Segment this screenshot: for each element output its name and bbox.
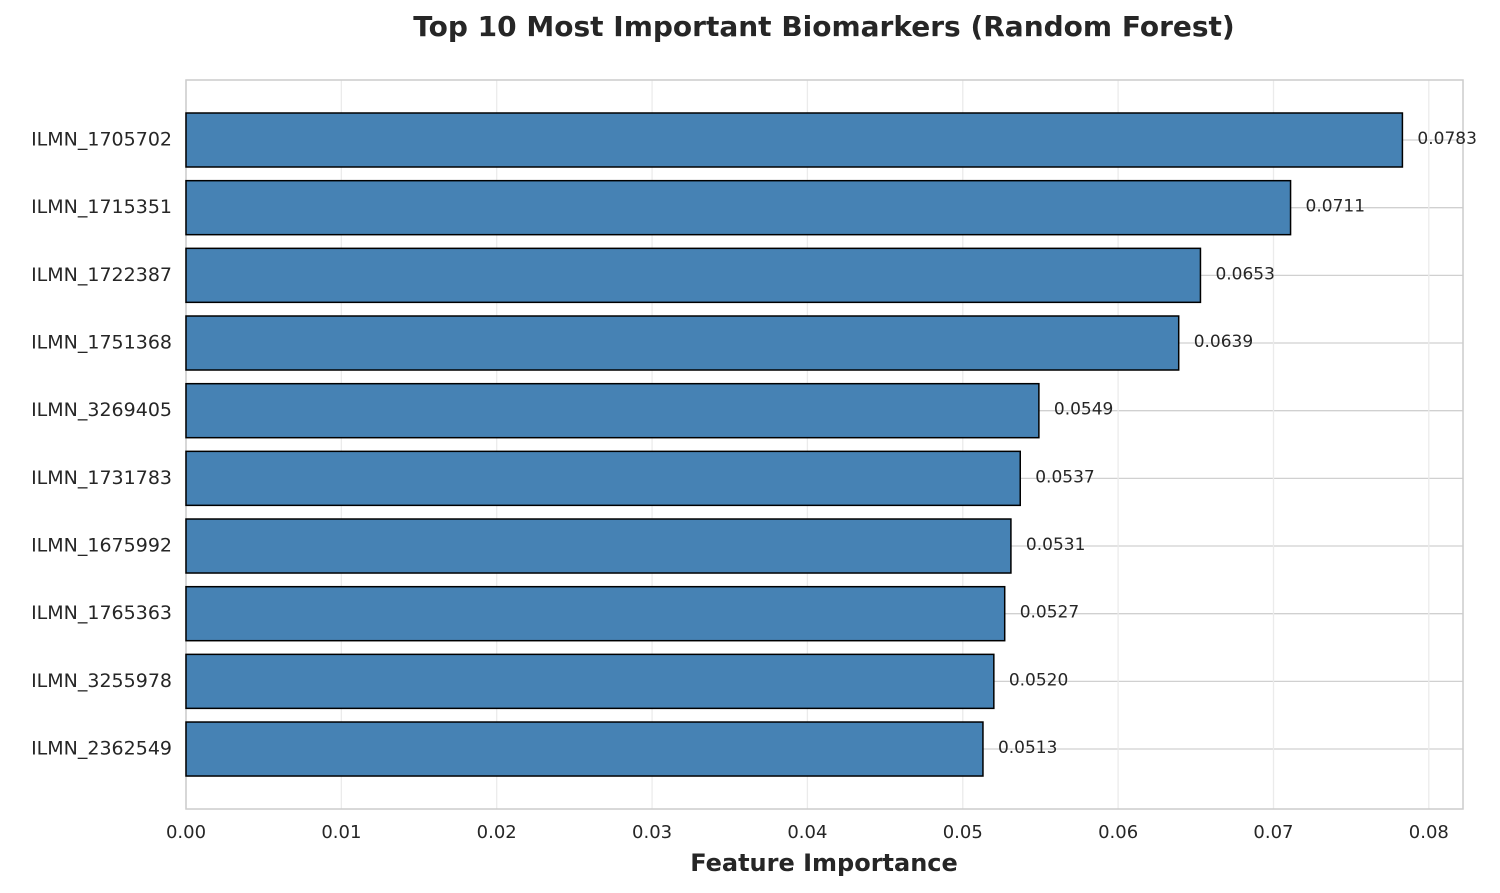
bar: [185, 450, 1021, 507]
value-label: 0.0513: [998, 738, 1057, 758]
x-tick-label: 0.02: [477, 822, 517, 843]
y-tick-label: ILMN_1715351: [31, 196, 172, 218]
value-label: 0.0520: [1009, 670, 1068, 690]
y-tick-label: ILMN_1675992: [31, 535, 172, 557]
y-tick-label: ILMN_1705702: [31, 129, 172, 151]
x-tick-label: 0.06: [1098, 822, 1138, 843]
y-tick-label: ILMN_3255978: [31, 670, 172, 692]
value-label: 0.0549: [1054, 400, 1113, 420]
x-axis-label: Feature Importance: [690, 849, 958, 877]
x-tick-label: 0.08: [1409, 822, 1449, 843]
x-tick-label: 0.07: [1253, 822, 1293, 843]
y-tick-label: ILMN_2362549: [31, 738, 172, 760]
y-tick-label: ILMN_1765363: [31, 602, 172, 624]
bar: [185, 721, 984, 777]
bar: [185, 585, 1006, 642]
y-tick-label: ILMN_1722387: [31, 264, 172, 286]
x-tick-label: 0.05: [943, 822, 983, 843]
plot-frame: [185, 79, 1464, 810]
value-label: 0.0537: [1035, 467, 1094, 487]
bar: [185, 653, 995, 710]
y-tick-label: ILMN_1751368: [31, 332, 172, 354]
value-label: 0.0783: [1417, 129, 1476, 149]
bar: [185, 315, 1180, 371]
bar: [185, 382, 1040, 439]
x-tick-label: 0.03: [632, 822, 672, 843]
value-label: 0.0639: [1194, 332, 1253, 352]
bar: [185, 179, 1292, 236]
chart-title: Top 10 Most Important Biomarkers (Random…: [413, 10, 1234, 43]
y-tick-label: ILMN_3269405: [31, 399, 172, 421]
bar: [185, 247, 1202, 304]
y-tick-label: ILMN_1731783: [31, 467, 172, 489]
value-label: 0.0531: [1026, 535, 1085, 555]
x-tick-label: 0.01: [321, 822, 361, 843]
bar: [185, 518, 1012, 574]
value-label: 0.0527: [1020, 603, 1079, 623]
bar: [185, 112, 1404, 168]
x-tick-label: 0.04: [787, 822, 827, 843]
x-tick-label: 0.00: [166, 822, 206, 843]
value-label: 0.0653: [1215, 264, 1274, 284]
value-label: 0.0711: [1306, 197, 1365, 217]
